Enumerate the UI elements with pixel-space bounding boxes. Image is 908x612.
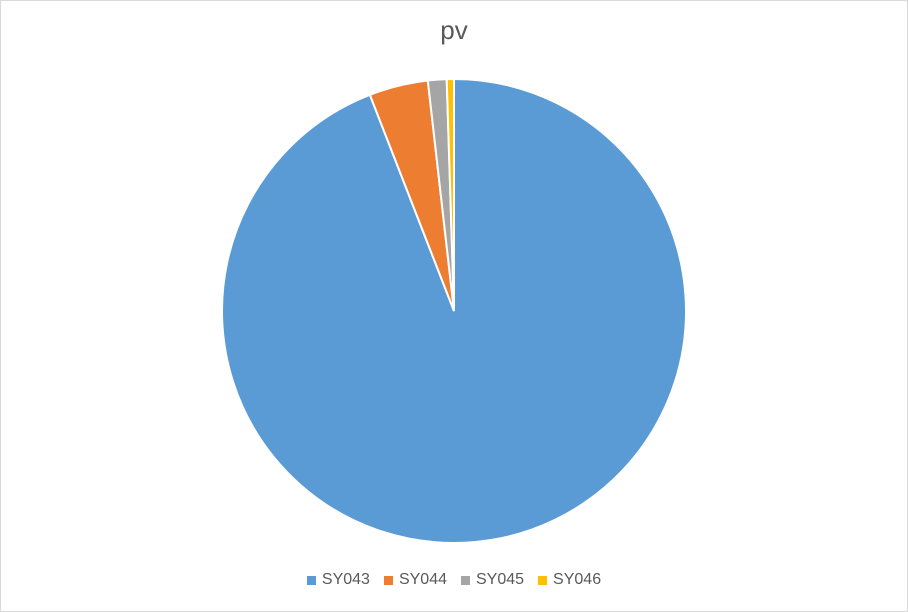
legend-item-sy044: SY044	[383, 571, 447, 589]
legend: SY043 SY044 SY045 SY046	[1, 571, 907, 589]
legend-item-sy046: SY046	[538, 571, 601, 589]
pie-slice-sy046	[445, 77, 455, 312]
legend-label: SY045	[476, 571, 525, 588]
legend-item-sy045: SY045	[461, 571, 524, 589]
chart-title: pv	[440, 15, 468, 45]
legend-swatch	[461, 575, 470, 585]
legend-swatch	[383, 575, 393, 585]
legend-label: SY043	[321, 571, 370, 588]
legend-label: SY044	[398, 571, 447, 588]
legend-swatch	[538, 575, 548, 585]
legend-item-sy043: SY043	[306, 571, 370, 589]
legend-label: SY046	[553, 571, 602, 588]
legend-swatch	[306, 575, 316, 585]
